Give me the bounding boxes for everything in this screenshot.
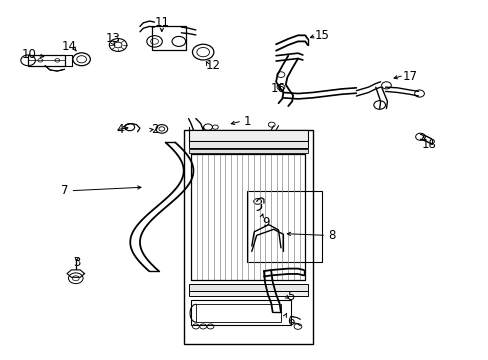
Bar	[191, 300, 290, 325]
Bar	[246, 191, 322, 262]
Text: 7: 7	[61, 184, 68, 197]
Text: 1: 1	[243, 114, 250, 127]
Text: 3: 3	[73, 256, 81, 269]
Text: 13: 13	[105, 32, 121, 45]
Text: 17: 17	[402, 70, 416, 83]
Text: 15: 15	[314, 29, 329, 42]
Circle shape	[124, 123, 134, 131]
Bar	[28, 55, 64, 66]
Bar	[188, 141, 307, 148]
Text: 4: 4	[117, 123, 124, 136]
Text: 11: 11	[154, 16, 169, 29]
Text: 14: 14	[62, 40, 77, 53]
Text: 18: 18	[421, 138, 436, 151]
Text: 2: 2	[150, 123, 158, 136]
Bar	[183, 130, 312, 344]
Bar	[188, 284, 307, 291]
Text: 12: 12	[205, 59, 220, 72]
Bar	[188, 149, 307, 153]
Text: 5: 5	[286, 289, 294, 303]
Text: 10: 10	[22, 49, 37, 62]
Text: 16: 16	[270, 82, 285, 95]
Text: 6: 6	[286, 315, 294, 328]
Bar	[188, 130, 307, 141]
Text: 9: 9	[262, 216, 269, 229]
Bar	[196, 304, 281, 322]
Bar	[188, 291, 307, 296]
Text: 8: 8	[327, 229, 335, 242]
Bar	[152, 26, 186, 50]
